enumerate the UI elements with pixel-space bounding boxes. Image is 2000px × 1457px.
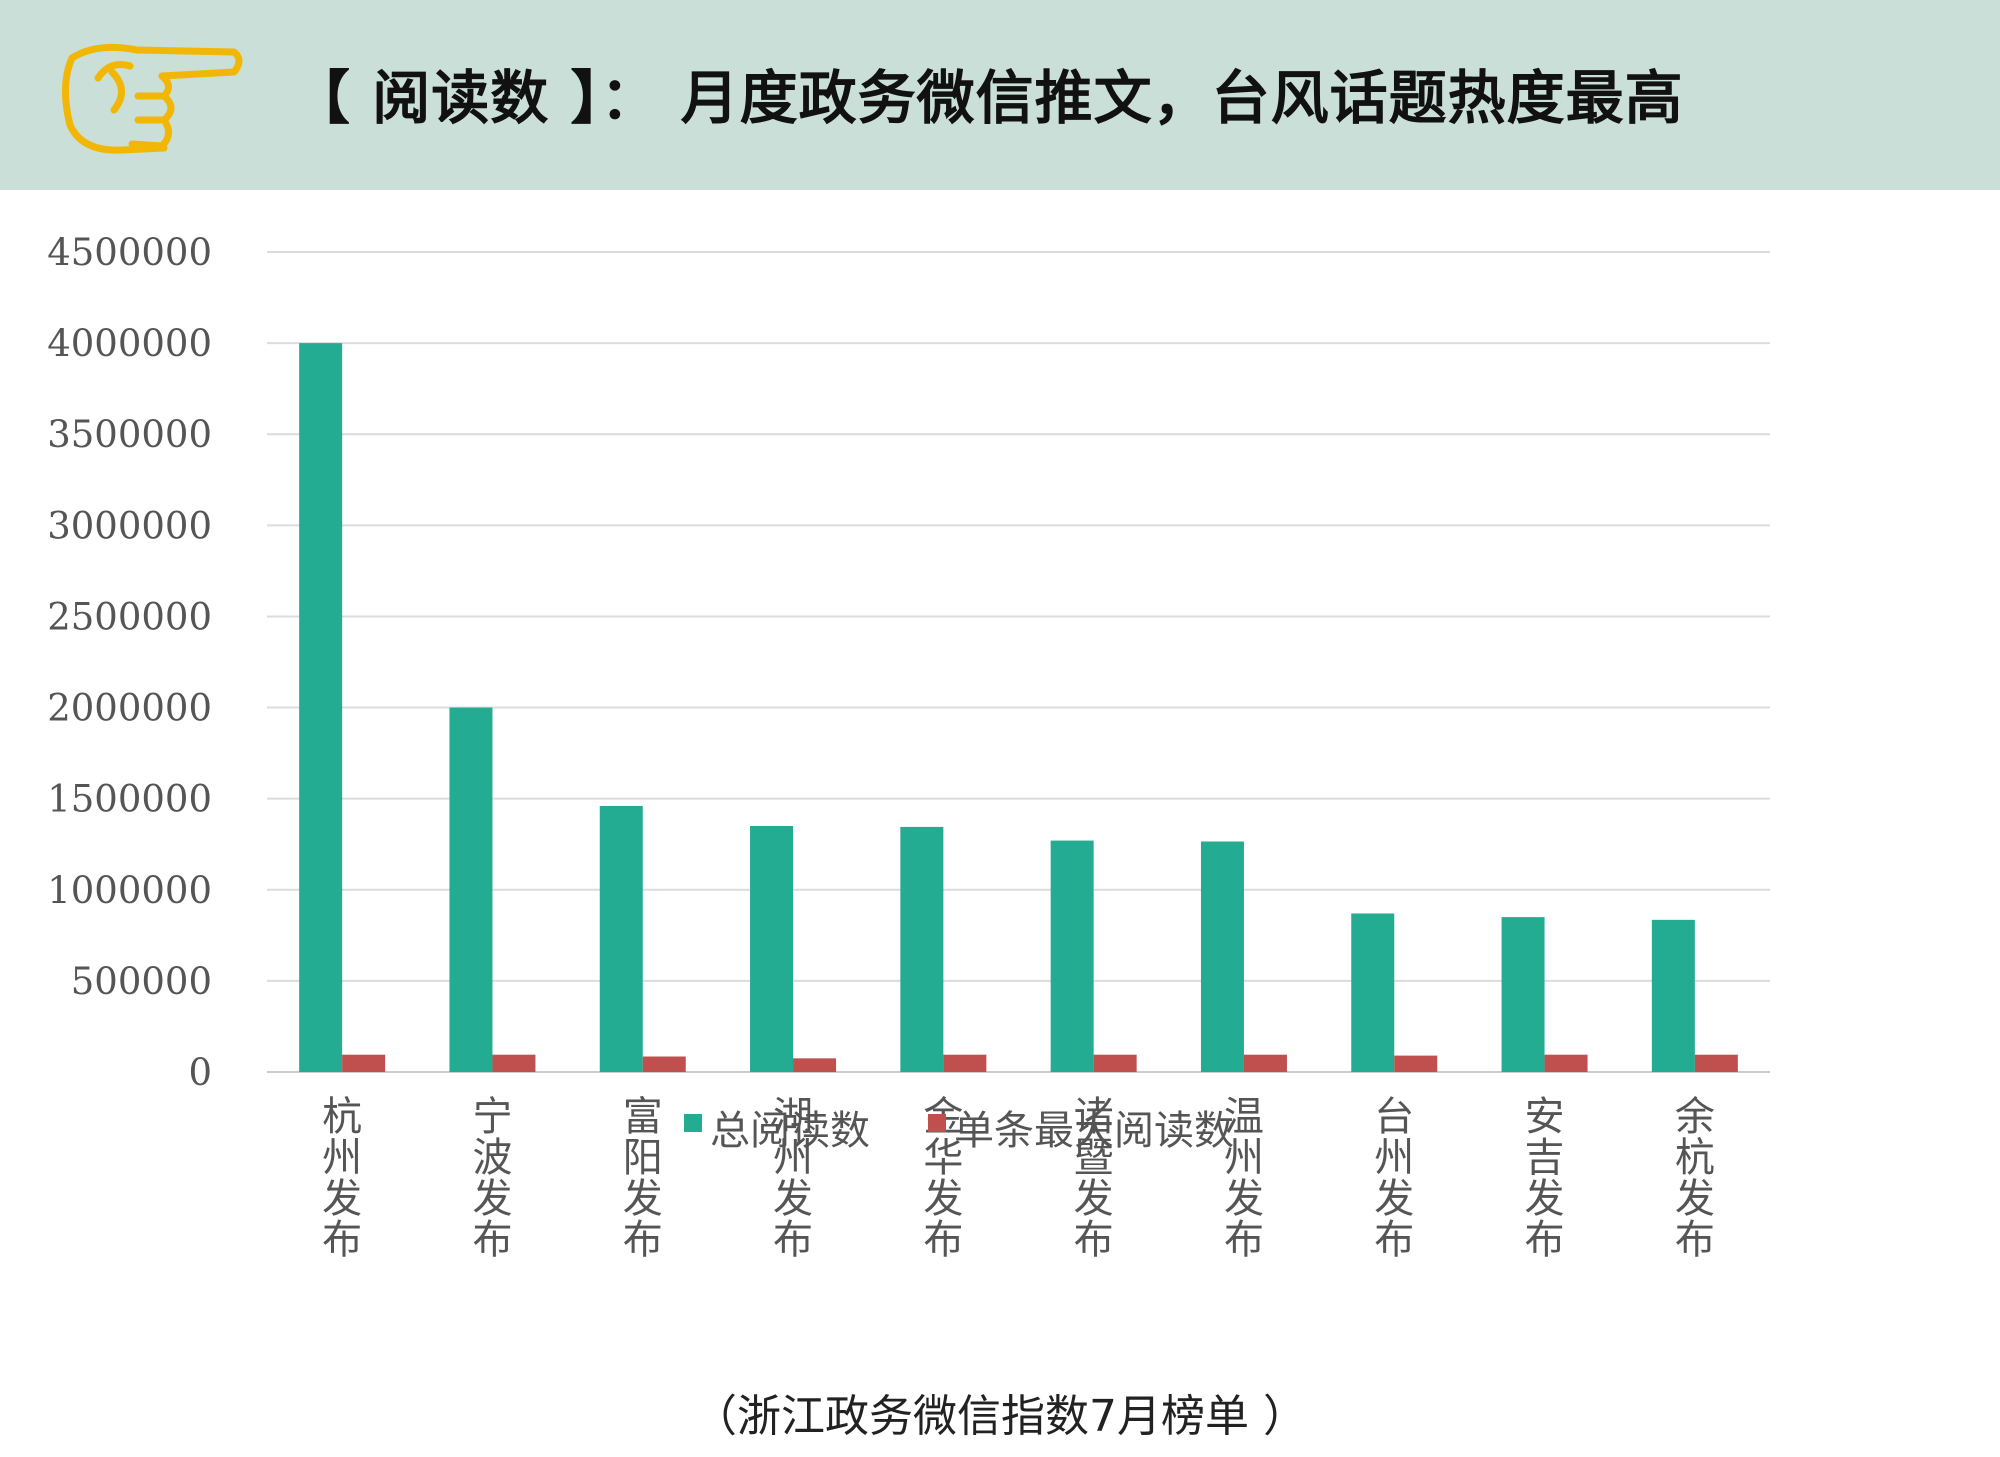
bar-max-single-reads — [1544, 1054, 1588, 1072]
bar-total-reads — [449, 707, 493, 1072]
bar-max-single-reads — [943, 1054, 987, 1072]
bar-max-single-reads — [1394, 1055, 1438, 1072]
y-tick-label: 2000000 — [47, 687, 212, 730]
y-axis-ticks: 0 500000 1000000 1500000 2000000 2500000 30000… — [47, 231, 212, 1094]
legend-swatch — [684, 1114, 702, 1132]
x-tick-label: 杭州发布 — [322, 1094, 362, 1263]
bar-total-reads — [1351, 913, 1395, 1072]
y-tick-label: 4000000 — [47, 322, 212, 365]
x-axis-labels: 杭州发布 宁波发布 富阳发布 湖州发布 金华发布 诸暨发布 温州发布 台州发布 安吉发布 余杭发布 — [322, 1094, 1715, 1263]
y-tick-label: 0 — [188, 1051, 212, 1094]
bar-chart: 0 500000 1000000 1500000 2000000 2500000 30000… — [47, 231, 1770, 1263]
legend-swatch — [928, 1114, 946, 1132]
x-tick-label: 温州发布 — [1224, 1094, 1264, 1263]
bar-total-reads — [1050, 840, 1094, 1072]
y-tick-label: 4500000 — [47, 231, 212, 274]
bar-max-single-reads — [793, 1058, 837, 1072]
legend-label: 总阅读数 — [710, 1108, 870, 1154]
bar-total-reads — [1651, 919, 1695, 1072]
bars — [299, 343, 1738, 1073]
x-tick-label: 安吉发布 — [1525, 1094, 1565, 1263]
legend: 总阅读数 单条最大阅读数 — [684, 1108, 1234, 1154]
bar-max-single-reads — [1694, 1054, 1738, 1072]
x-tick-label: 诸暨发布 — [1074, 1094, 1114, 1263]
bar-total-reads — [599, 805, 643, 1072]
x-tick-label: 宁波发布 — [472, 1094, 512, 1263]
y-tick-label: 1500000 — [47, 778, 212, 821]
header-banner: 【 阅读数 】： 月度政务微信推文，台风话题热度最高 — [0, 0, 2000, 190]
legend-label: 单条最大阅读数 — [954, 1108, 1234, 1154]
bar-total-reads — [299, 343, 343, 1073]
chart-footnote: （浙江政务微信指数7月榜单 ） — [693, 1391, 1307, 1442]
x-tick-label: 湖州发布 — [773, 1094, 813, 1263]
pointing-hand-icon — [61, 43, 243, 154]
bar-max-single-reads — [1243, 1054, 1287, 1072]
y-tick-label: 1000000 — [47, 869, 212, 912]
bar-max-single-reads — [1093, 1054, 1137, 1072]
x-tick-label: 富阳发布 — [623, 1094, 663, 1263]
bar-total-reads — [750, 826, 794, 1072]
bar-total-reads — [1200, 841, 1244, 1072]
bar-total-reads — [1501, 917, 1545, 1072]
x-tick-label: 余杭发布 — [1675, 1094, 1715, 1263]
bar-max-single-reads — [642, 1056, 686, 1072]
page-title: 【 阅读数 】： 月度政务微信推文，台风话题热度最高 — [292, 64, 1684, 132]
x-tick-label: 台州发布 — [1374, 1094, 1414, 1263]
gridlines — [267, 251, 1770, 1073]
bar-max-single-reads — [492, 1054, 536, 1072]
y-tick-label: 2500000 — [47, 595, 212, 638]
y-tick-label: 500000 — [71, 960, 212, 1003]
bar-total-reads — [900, 826, 944, 1072]
x-tick-label: 金华发布 — [923, 1094, 963, 1263]
y-tick-label: 3500000 — [47, 413, 212, 456]
y-tick-label: 3000000 — [47, 504, 212, 547]
bar-max-single-reads — [342, 1054, 386, 1072]
